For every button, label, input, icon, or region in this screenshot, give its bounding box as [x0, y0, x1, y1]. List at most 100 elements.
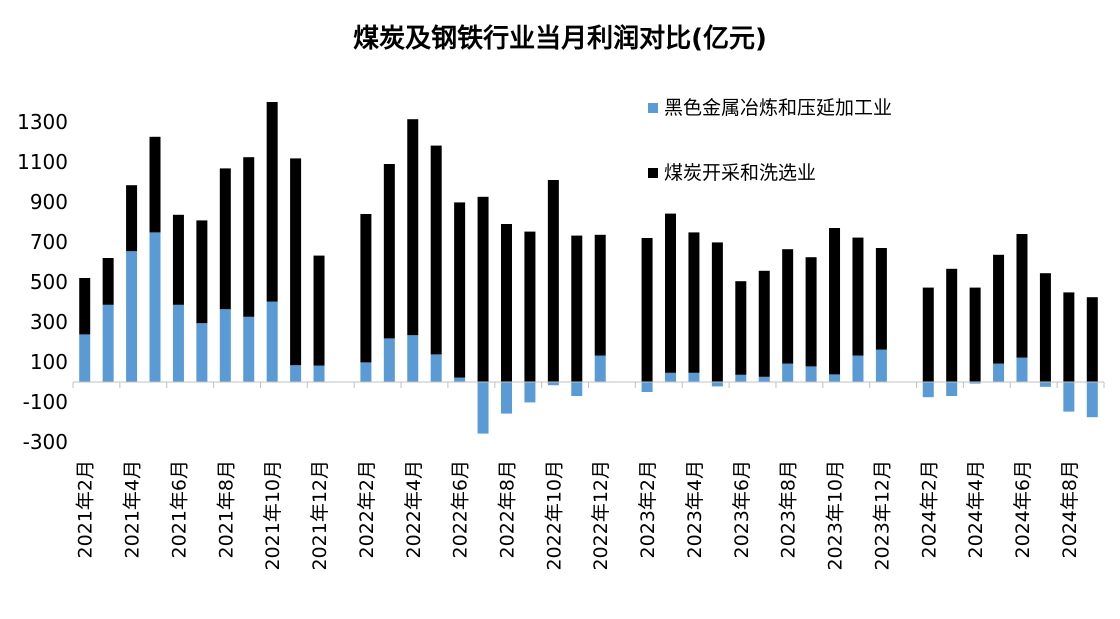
bar-coal: [500, 224, 512, 382]
bar-coal: [149, 136, 161, 233]
bar-coal: [922, 287, 934, 382]
bar-steel: [594, 355, 606, 382]
bar-steel: [1086, 382, 1098, 418]
bar-coal: [172, 214, 184, 305]
bar-steel: [946, 382, 958, 396]
y-tick-label: -300: [23, 430, 68, 454]
x-tick-label: 2021年6月: [168, 460, 190, 558]
bar-coal: [290, 158, 302, 366]
y-tick-label: 500: [30, 270, 68, 294]
bar-coal: [1016, 234, 1028, 358]
bar-coal: [641, 238, 653, 382]
bar-steel: [875, 349, 887, 382]
bar-steel: [641, 382, 653, 392]
bar-steel: [477, 382, 489, 434]
bar-coal: [782, 249, 794, 364]
y-tick-label: 100: [30, 350, 68, 374]
x-tick-label: 2022年12月: [590, 460, 612, 571]
x-tick-label: 2022年8月: [496, 460, 518, 558]
bar-coal: [313, 255, 325, 366]
y-tick-label: 1300: [17, 110, 68, 134]
bar-coal: [875, 248, 887, 350]
chart-title: 煤炭及钢铁行业当月利润对比(亿元): [353, 24, 767, 54]
x-tick-label: 2024年6月: [1012, 460, 1034, 558]
legend-swatch: [648, 103, 658, 113]
x-tick-label: 2022年6月: [450, 460, 472, 558]
bar-steel: [852, 355, 864, 382]
bar-steel: [1016, 357, 1028, 382]
legend-label: 黑色金属冶炼和压延加工业: [664, 97, 892, 119]
bar-steel: [243, 316, 255, 382]
bar-steel: [219, 309, 231, 382]
x-tick-label: 2023年12月: [871, 460, 893, 571]
x-tick-label: 2021年4月: [122, 460, 144, 558]
x-tick-label: 2021年12月: [309, 460, 331, 571]
bar-steel: [290, 365, 302, 382]
bar-coal: [711, 242, 723, 382]
bar-steel: [360, 362, 372, 382]
bar-steel: [1063, 382, 1075, 412]
bar-coal: [829, 228, 841, 375]
bar-steel: [758, 376, 770, 382]
bar-coal: [430, 145, 442, 355]
bar-coal: [360, 214, 372, 363]
y-tick-label: 700: [30, 230, 68, 254]
y-tick-label: 900: [30, 190, 68, 214]
bar-steel: [805, 366, 817, 382]
bar-steel: [1039, 382, 1051, 387]
bar-steel: [454, 377, 466, 382]
bar-steel: [266, 301, 278, 382]
bar-coal: [1039, 273, 1051, 382]
y-tick-label: 1100: [17, 150, 68, 174]
bar-coal: [243, 157, 255, 317]
bar-steel: [547, 382, 559, 386]
bar-coal: [1086, 297, 1098, 382]
bar-coal: [524, 231, 536, 382]
legend-label: 煤炭开采和洗选业: [664, 162, 816, 184]
bar-steel: [829, 374, 841, 382]
bar-coal: [946, 268, 958, 382]
bar-coal: [407, 119, 419, 336]
bar-steel: [149, 232, 161, 382]
bar-coal: [477, 196, 489, 382]
x-tick-label: 2022年2月: [356, 460, 378, 558]
x-tick-label: 2021年8月: [215, 460, 237, 558]
bar-coal: [852, 237, 864, 356]
bar-coal: [993, 254, 1005, 364]
bar-steel: [665, 372, 677, 382]
bar-coal: [571, 235, 583, 382]
bar-steel: [922, 382, 934, 398]
bar-coal: [196, 220, 208, 324]
x-tick-label: 2021年10月: [262, 460, 284, 571]
bar-coal: [735, 281, 747, 375]
bar-coal: [383, 164, 395, 339]
bar-coal: [688, 232, 700, 373]
bar-steel: [711, 382, 723, 387]
x-tick-label: 2024年8月: [1059, 460, 1081, 558]
x-tick-label: 2023年8月: [778, 460, 800, 558]
bar-steel: [172, 304, 184, 382]
x-tick-label: 2022年4月: [403, 460, 425, 558]
bar-coal: [219, 168, 231, 310]
bar-steel: [102, 304, 114, 382]
x-tick-label: 2024年4月: [965, 460, 987, 558]
x-tick-label: 2023年10月: [825, 460, 847, 571]
bar-steel: [79, 334, 91, 382]
bar-steel: [313, 365, 325, 382]
bar-coal: [805, 257, 817, 367]
bar-steel: [126, 251, 138, 382]
bar-coal: [758, 270, 770, 377]
bar-coal: [665, 213, 677, 373]
x-tick-label: 2021年2月: [75, 460, 97, 558]
x-tick-label: 2023年6月: [731, 460, 753, 558]
bar-steel: [196, 323, 208, 382]
bar-coal: [266, 102, 278, 302]
bar-steel: [407, 335, 419, 382]
bar-coal: [102, 258, 114, 305]
bar-steel: [430, 354, 442, 382]
y-tick-label: 300: [30, 310, 68, 334]
bar-coal: [79, 278, 91, 335]
legend-swatch: [648, 168, 658, 178]
bar-steel: [524, 382, 536, 403]
